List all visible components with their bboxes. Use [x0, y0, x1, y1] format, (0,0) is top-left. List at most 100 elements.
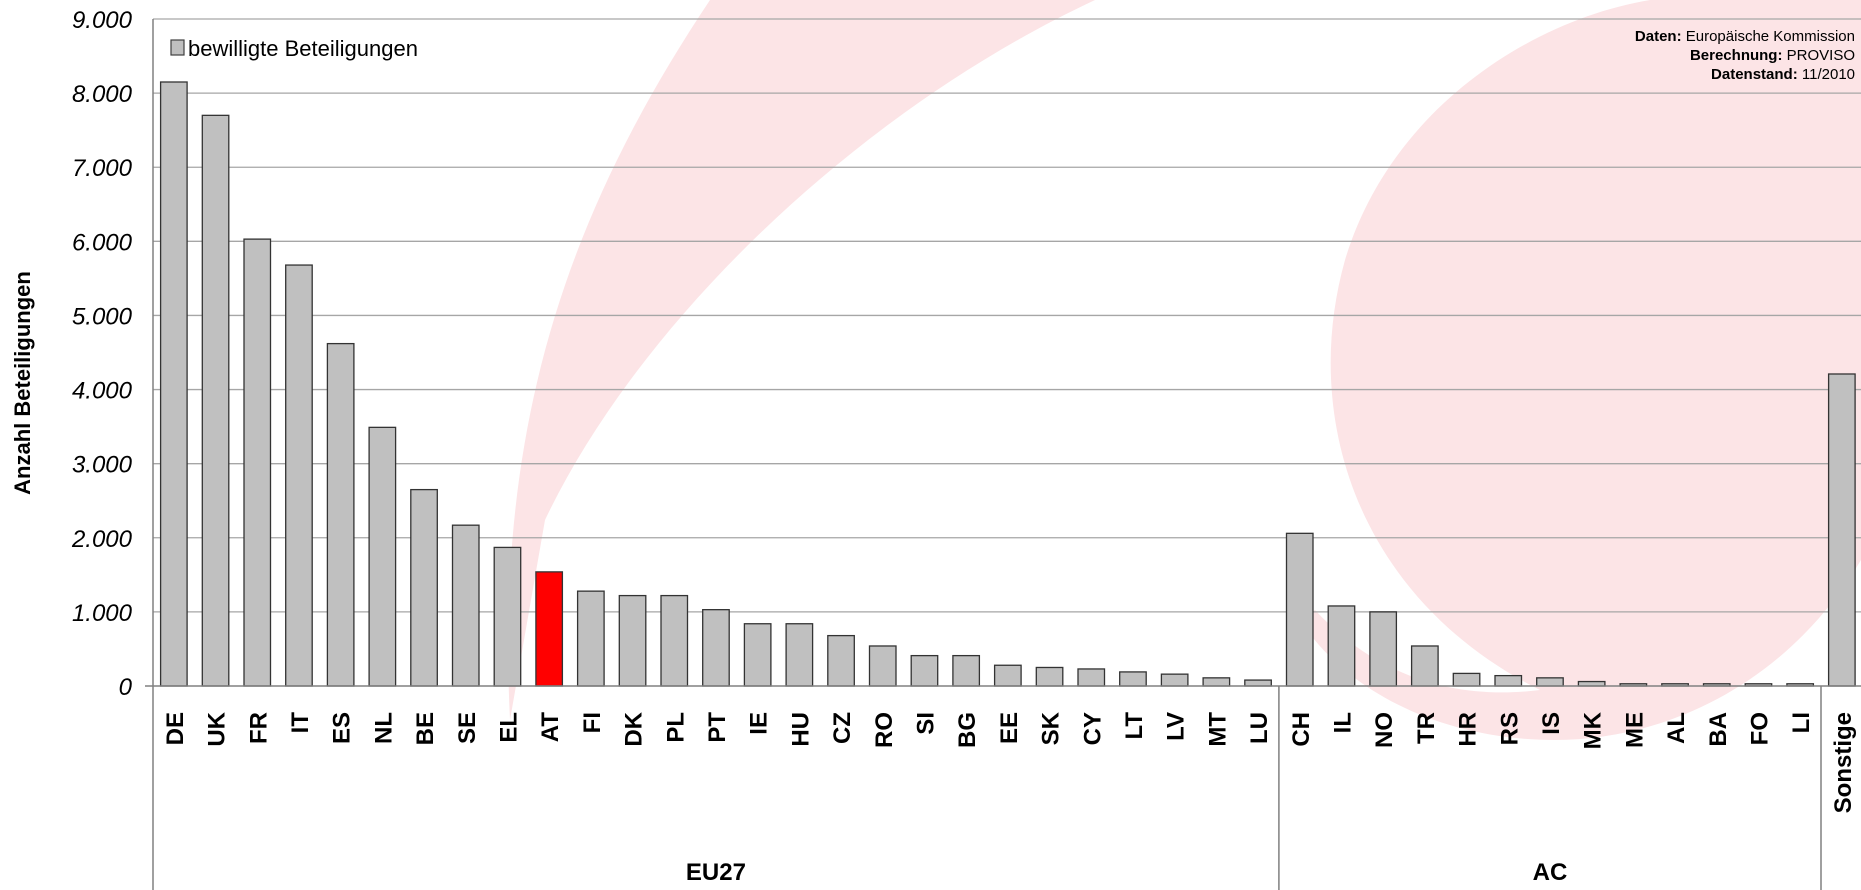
x-tick-label-al: AL	[1663, 712, 1690, 744]
bar-at	[535, 571, 564, 687]
x-tick-label-cz: CZ	[829, 712, 856, 744]
bar-cz	[827, 634, 855, 687]
axes	[145, 19, 1861, 890]
y-tick-label: 3.000	[72, 452, 133, 479]
bar-hu	[785, 623, 814, 687]
x-tick-label-be: BE	[412, 712, 439, 745]
y-tick-label: 1.000	[72, 600, 133, 627]
bar-it	[285, 264, 313, 687]
x-tick-label-il: IL	[1329, 712, 1356, 733]
y-tick-label: 0	[119, 674, 133, 701]
x-tick-label-bg: BG	[954, 712, 981, 748]
x-tick-label-pl: PL	[662, 712, 689, 743]
bar-tr	[1410, 645, 1439, 687]
x-tick-label-sonstige: Sonstige	[1830, 712, 1857, 813]
y-tick-label: 8.000	[72, 81, 133, 108]
bar-ie	[743, 623, 772, 687]
x-tick-label-lv: LV	[1163, 712, 1190, 741]
y-tick-label: 9.000	[72, 7, 133, 34]
bar-hr	[1452, 672, 1481, 687]
bar-lu	[1244, 679, 1272, 687]
x-tick-label-es: ES	[329, 712, 356, 744]
y-tick-label: 6.000	[72, 229, 133, 256]
bar-dk	[618, 594, 647, 687]
bar-rs	[1494, 674, 1523, 687]
x-tick-label-cy: CY	[1079, 712, 1106, 745]
group-label-ac: AC	[1533, 859, 1568, 886]
bar-be	[410, 488, 438, 687]
x-tick-labels: DE UK FR IT ES NL BE SE EL AT FI DK PL PT IE HU CZ RO SI BG…	[162, 711, 1857, 813]
bar-sk	[1035, 666, 1064, 687]
watermark-swoosh-right	[1300, 0, 1861, 740]
x-tick-label-el: EL	[495, 712, 522, 743]
x-tick-label-se: SE	[454, 712, 481, 744]
x-tick-label-pt: PT	[704, 712, 731, 743]
legend-swatch	[170, 39, 185, 56]
x-tick-label-lu: LU	[1246, 712, 1273, 744]
source-line-datenstand: Datenstand: 11/2010	[1711, 66, 1855, 83]
legend-label: bewilligte Beteiligungen	[188, 36, 418, 61]
bar-is	[1536, 677, 1564, 687]
x-tick-label-fr: FR	[245, 712, 272, 744]
x-tick-label-it: IT	[287, 712, 314, 734]
x-tick-label-ee: EE	[996, 712, 1023, 744]
y-tick-label: 2.000	[71, 526, 133, 553]
bar-ee	[993, 664, 1022, 687]
x-tick-label-de: DE	[162, 712, 189, 745]
source-line-daten: Daten: Europäische Kommission	[1635, 28, 1855, 45]
bar-ro	[868, 645, 897, 687]
x-tick-label-mk: MK	[1580, 711, 1607, 749]
y-tick-label: 5.000	[72, 303, 133, 330]
bar-se	[451, 524, 480, 687]
bars	[159, 81, 1856, 687]
y-tick-label: 7.000	[72, 155, 133, 182]
x-tick-label-mt: MT	[1204, 712, 1231, 747]
bar-cy	[1077, 668, 1106, 687]
x-tick-label-ch: CH	[1288, 712, 1315, 747]
bar-de	[159, 81, 188, 687]
x-tick-label-hu: HU	[787, 712, 814, 747]
x-tick-label-tr: TR	[1413, 712, 1440, 744]
bar-pl	[660, 594, 689, 687]
x-tick-label-ro: RO	[871, 712, 898, 748]
category-groups: EU27 AC	[686, 859, 1567, 886]
x-tick-label-me: ME	[1621, 712, 1648, 748]
x-tick-label-nl: NL	[370, 712, 397, 744]
x-tick-label-uk: UK	[204, 711, 231, 746]
group-label-eu27: EU27	[686, 859, 746, 886]
bar-sonstige	[1827, 373, 1856, 687]
bar-el	[493, 546, 522, 687]
x-tick-label-no: NO	[1371, 712, 1398, 748]
bar-lt	[1119, 671, 1147, 687]
x-tick-label-hr: HR	[1455, 712, 1482, 747]
watermark-swoosh-left	[508, 0, 1096, 720]
bar-nl	[368, 426, 397, 687]
x-tick-label-fi: FI	[579, 712, 606, 733]
bar-ch	[1285, 532, 1314, 687]
bar-fi	[576, 590, 605, 687]
bar-il	[1327, 605, 1356, 687]
x-tick-label-lt: LT	[1121, 712, 1148, 740]
bar-si	[910, 654, 939, 687]
legend: bewilligte Beteiligungen	[170, 36, 418, 61]
bar-lv	[1160, 673, 1189, 687]
y-tick-labels: 0 1.000 2.000 3.000 4.000 5.000 6.000 7.000 8.00…	[71, 7, 133, 701]
x-tick-label-is: IS	[1538, 712, 1565, 735]
source-line-berechnung: Berechnung: PROVISO	[1690, 47, 1855, 64]
source-note: Daten: Europäische Kommission Berechnung…	[1635, 28, 1855, 83]
x-tick-label-ie: IE	[746, 712, 773, 735]
background-watermark	[508, 0, 1861, 740]
x-tick-label-at: AT	[537, 712, 564, 743]
bar-no	[1369, 611, 1398, 687]
x-tick-label-si: SI	[912, 712, 939, 735]
x-tick-label-ba: BA	[1705, 712, 1732, 747]
bar-pt	[702, 609, 730, 687]
x-tick-label-sk: SK	[1038, 711, 1065, 745]
y-axis-title: Anzahl Beteiligungen	[10, 271, 35, 495]
y-tick-label: 4.000	[72, 378, 133, 405]
x-tick-label-dk: DK	[621, 711, 648, 746]
x-tick-label-li: LI	[1788, 712, 1815, 733]
x-tick-label-rs: RS	[1496, 712, 1523, 745]
bar-fr	[243, 238, 272, 687]
